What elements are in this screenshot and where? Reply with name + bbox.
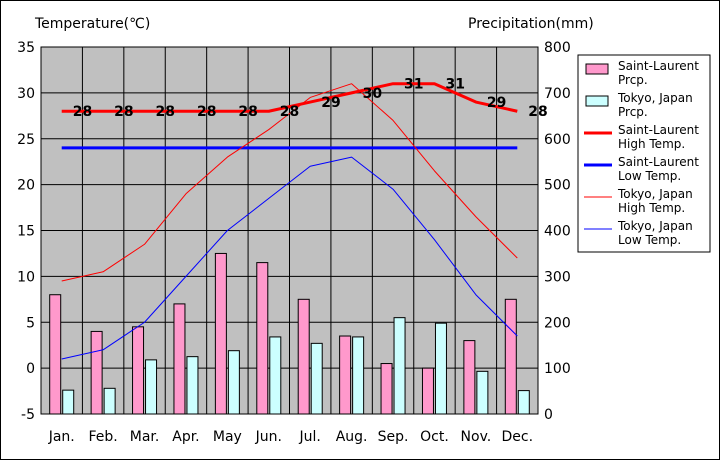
legend-saint-laurent-high-label: High Temp.: [618, 137, 685, 151]
right-tick-label: 400: [544, 224, 571, 240]
bar-tokyo-prcp: [227, 350, 240, 415]
data-label: 28: [238, 104, 257, 120]
left-tick-label: 5: [26, 315, 35, 331]
bar-tokyo-prcp: [310, 342, 323, 415]
left-tick-label: 15: [17, 224, 35, 240]
data-label: 30: [363, 86, 383, 102]
legend-tokyo-prcp-label: Tokyo, Japan: [617, 91, 693, 105]
bar-saint-laurent-prcp: [339, 335, 352, 415]
data-label: 28: [528, 104, 547, 120]
bar-tokyo-prcp: [269, 336, 282, 415]
line-tokyo-low: [61, 156, 518, 360]
bar-saint-laurent-prcp: [173, 303, 186, 415]
right-tick-label: 100: [544, 361, 571, 377]
x-tick-label: Jan.: [48, 429, 75, 445]
x-tick-label: Aug.: [336, 429, 368, 445]
data-label: 29: [487, 95, 506, 111]
left-tick-label: 10: [17, 269, 35, 285]
data-label: 31: [445, 77, 464, 93]
x-tick-label: Mar.: [130, 429, 160, 445]
left-tick-label: 30: [17, 86, 35, 102]
data-label: 28: [197, 104, 216, 120]
left-axis-title: Temperature(℃): [34, 16, 150, 32]
left-tick-label: 25: [17, 132, 35, 148]
x-tick-label: Oct.: [420, 429, 449, 445]
right-tick-label: 800: [544, 40, 571, 56]
legend-saint-laurent-prcp-swatch: [585, 63, 609, 75]
legend-tokyo-low-label: Tokyo, Japan: [617, 219, 693, 233]
legend-tokyo-high-label: High Temp.: [618, 201, 685, 215]
bar-saint-laurent-prcp: [256, 262, 269, 415]
x-tick-label: Apr.: [172, 429, 199, 445]
data-label: 28: [114, 104, 133, 120]
right-tick-label: 500: [544, 178, 571, 194]
legend-saint-laurent-low-label: Saint-Laurent: [618, 155, 699, 169]
bar-saint-laurent-prcp: [132, 326, 145, 415]
right-tick-label: 700: [544, 86, 571, 102]
x-tick-label: May: [213, 429, 242, 445]
bar-saint-laurent-prcp: [214, 252, 227, 415]
line-tokyo-high: [61, 83, 518, 282]
bar-saint-laurent-prcp: [49, 294, 62, 415]
bar-tokyo-prcp: [145, 359, 158, 415]
bar-saint-laurent-prcp: [504, 298, 517, 415]
right-axis-title: Precipitation(mm): [468, 16, 594, 32]
bar-saint-laurent-prcp: [90, 330, 103, 415]
left-tick-label: 20: [17, 178, 35, 194]
data-label: 31: [404, 77, 423, 93]
bar-saint-laurent-prcp: [380, 363, 393, 415]
bar-tokyo-prcp: [393, 317, 406, 415]
bar-tokyo-prcp: [186, 356, 199, 415]
legend-tokyo-prcp-label: Prcp.: [618, 105, 648, 119]
bar-tokyo-prcp: [62, 389, 75, 415]
bar-saint-laurent-prcp: [421, 367, 434, 415]
x-tick-label: Sep.: [378, 429, 409, 445]
right-tick-label: 0: [544, 407, 553, 423]
bar-tokyo-prcp: [352, 336, 365, 415]
right-tick-label: 300: [544, 269, 571, 285]
left-tick-label: 35: [17, 40, 35, 56]
bar-saint-laurent-prcp: [297, 298, 310, 415]
data-label: 28: [73, 104, 92, 120]
legend-tokyo-low-label: Low Temp.: [618, 233, 681, 247]
x-tick-label: Nov.: [461, 429, 492, 445]
legend-saint-laurent-prcp-label: Prcp.: [618, 73, 648, 87]
line-saint-laurent-high: [61, 82, 518, 113]
bar-tokyo-prcp: [517, 390, 530, 415]
x-tick-label: Jul.: [299, 429, 321, 445]
legend-saint-laurent-high-label: Saint-Laurent: [618, 123, 699, 137]
data-label: 28: [156, 104, 175, 120]
right-tick-label: 200: [544, 315, 571, 331]
x-tick-label: Jun.: [255, 429, 282, 445]
bar-tokyo-prcp: [103, 387, 116, 415]
x-tick-label: Feb.: [89, 429, 118, 445]
legend-box: [577, 54, 711, 253]
data-label: 29: [321, 95, 340, 111]
left-tick-label: 0: [26, 361, 35, 377]
left-tick-label: -5: [21, 407, 35, 423]
bar-tokyo-prcp: [476, 370, 489, 415]
data-label: 28: [280, 104, 299, 120]
bar-tokyo-prcp: [434, 322, 447, 415]
legend-tokyo-prcp-swatch: [585, 95, 609, 107]
x-tick-label: Dec.: [502, 429, 534, 445]
bar-saint-laurent-prcp: [463, 340, 476, 415]
legend-saint-laurent-prcp-label: Saint-Laurent: [618, 59, 699, 73]
legend-saint-laurent-low-label: Low Temp.: [618, 169, 681, 183]
right-tick-label: 600: [544, 132, 571, 148]
legend-tokyo-high-label: Tokyo, Japan: [617, 187, 693, 201]
